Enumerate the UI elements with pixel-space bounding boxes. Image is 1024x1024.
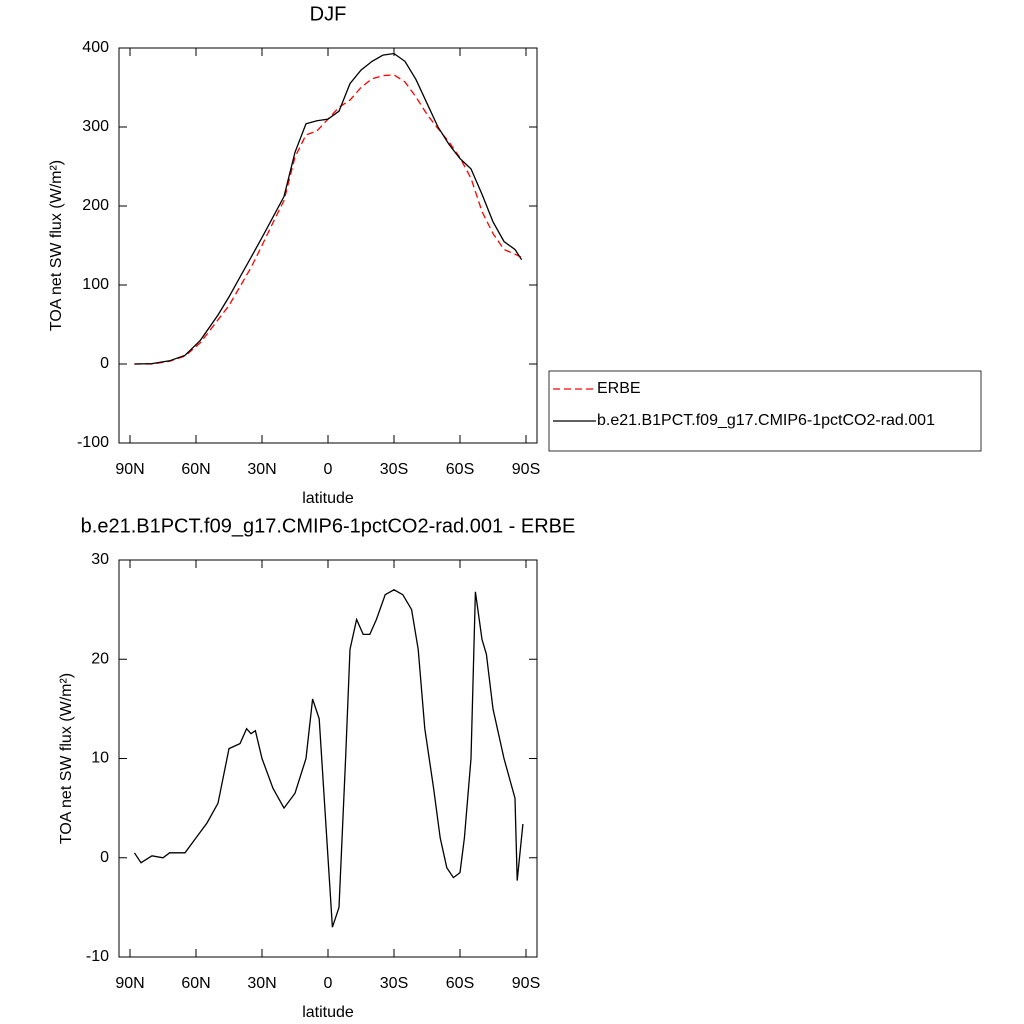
data-line	[134, 52, 523, 365]
x-tick-label: 60S	[446, 461, 474, 478]
x-tick-label: 30S	[380, 461, 408, 478]
x-tick-label: 30S	[380, 975, 408, 992]
y-tick-label: 200	[82, 197, 109, 214]
data-line	[134, 74, 522, 365]
y-tick-label: 400	[82, 39, 109, 56]
x-tick-label: 90N	[115, 461, 144, 478]
x-tick-label: 30N	[247, 975, 276, 992]
y-tick-label: -10	[86, 948, 109, 965]
data-line	[133, 589, 524, 928]
x-axis-label: latitude	[302, 490, 354, 507]
y-tick-label: 100	[82, 276, 109, 293]
x-tick-label: 30N	[247, 461, 276, 478]
x-axis-label: latitude	[302, 1004, 354, 1021]
x-tick-label: 90S	[512, 461, 540, 478]
chart-title: b.e21.B1PCT.f09_g17.CMIP6-1pctCO2-rad.00…	[81, 515, 576, 537]
y-tick-label: 0	[100, 355, 109, 372]
x-tick-label: 0	[324, 461, 333, 478]
x-tick-label: 90S	[512, 975, 540, 992]
legend-label: ERBE	[597, 380, 641, 397]
y-tick-label: -100	[77, 434, 109, 451]
x-tick-label: 60N	[181, 975, 210, 992]
legend-label: b.e21.B1PCT.f09_g17.CMIP6-1pctCO2-rad.00…	[597, 412, 935, 429]
x-tick-label: 90N	[115, 975, 144, 992]
x-tick-label: 60N	[181, 461, 210, 478]
y-tick-label: 10	[91, 750, 109, 767]
y-axis-label: TOA net SW flux (W/m²)	[48, 160, 65, 331]
legend-box	[548, 370, 982, 452]
chart-title: DJF	[310, 3, 347, 25]
y-axis-label: TOA net SW flux (W/m²)	[58, 673, 75, 844]
x-tick-label: 60S	[446, 975, 474, 992]
y-tick-label: 300	[82, 118, 109, 135]
y-tick-label: 0	[100, 849, 109, 866]
x-tick-label: 0	[324, 975, 333, 992]
y-tick-label: 30	[91, 551, 109, 568]
y-tick-label: 20	[91, 650, 109, 667]
plot-frame	[118, 47, 538, 444]
plot-frame	[118, 559, 538, 958]
